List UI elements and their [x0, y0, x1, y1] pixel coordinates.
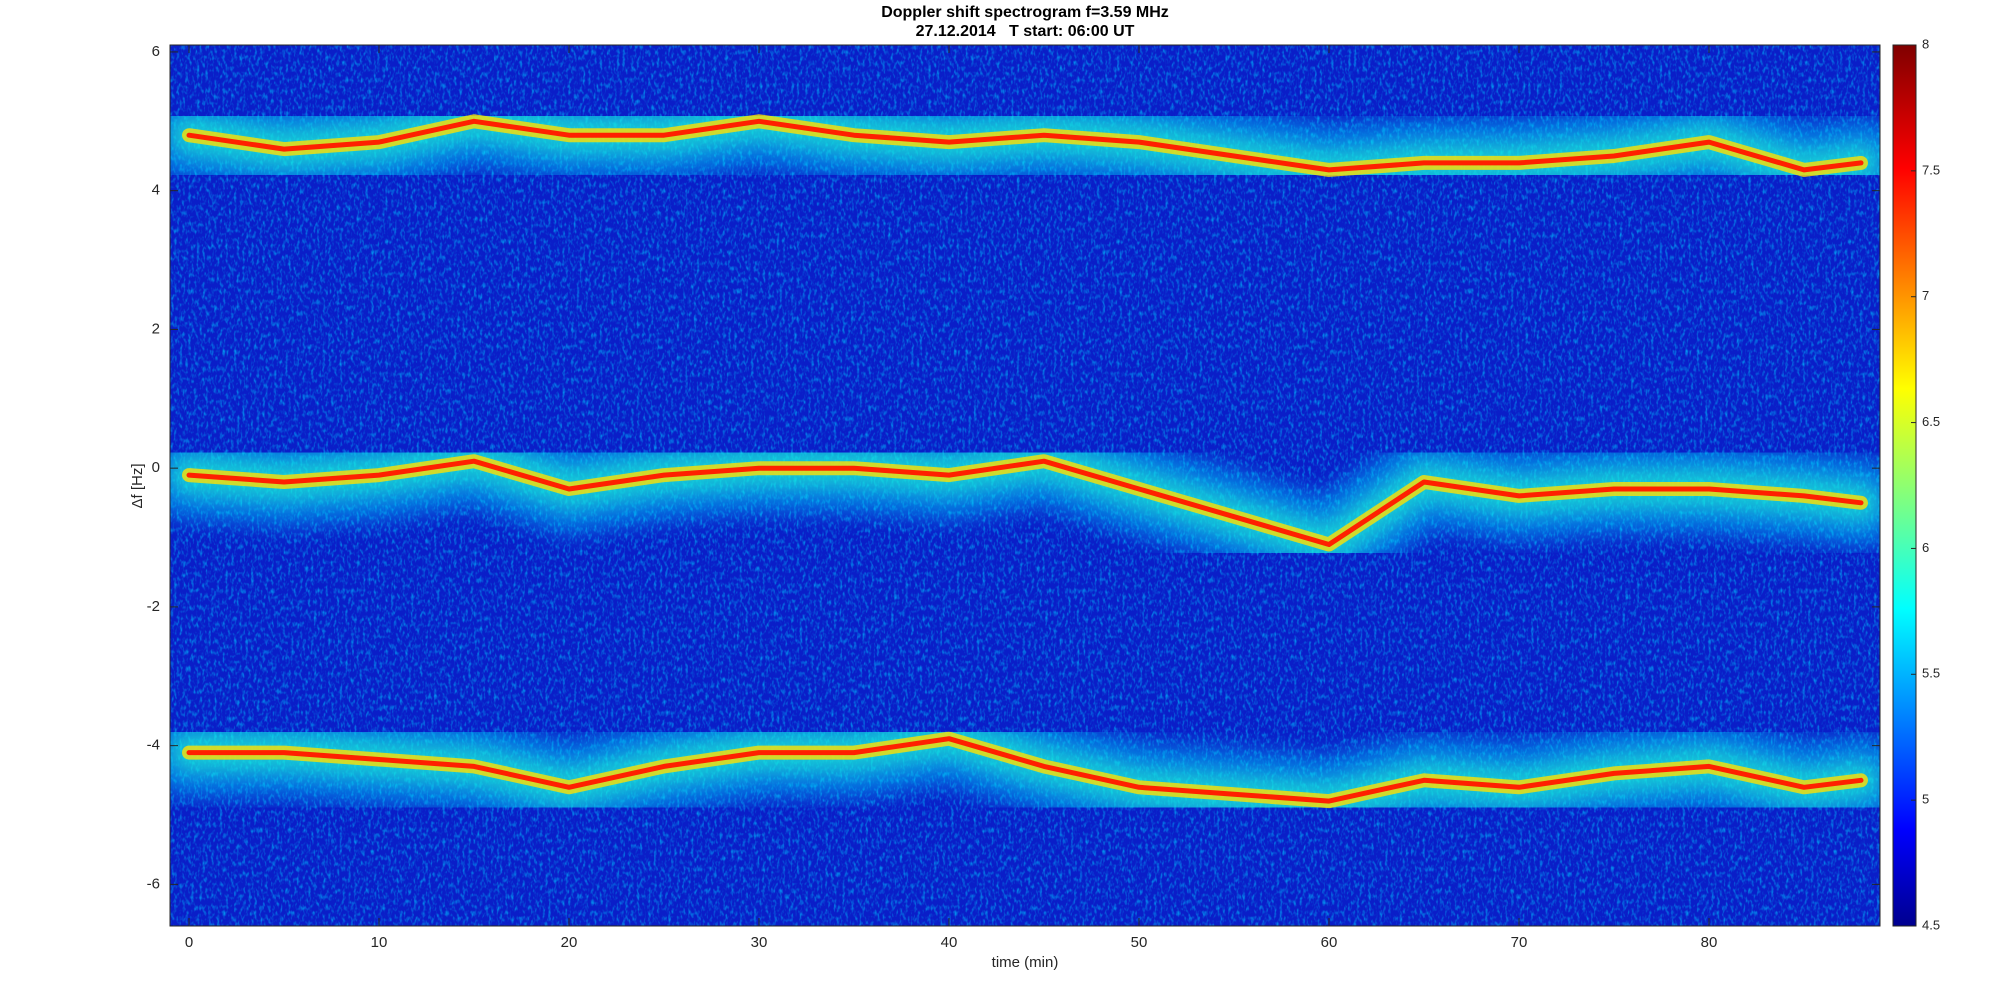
plot-frame — [169, 44, 1881, 927]
y-tick-label: 6 — [152, 43, 160, 60]
x-tick-label: 80 — [1701, 934, 1718, 951]
colorbar-tick-label: 5.5 — [1922, 666, 1940, 681]
x-tick-label: 70 — [1511, 934, 1528, 951]
colorbar — [1892, 44, 1917, 927]
colorbar-tick-label: 5 — [1922, 792, 1929, 807]
chart-subtitle: 27.12.2014 T start: 06:00 UT — [916, 23, 1135, 40]
colorbar-tick-label: 6.5 — [1922, 414, 1940, 429]
colorbar-tick-label: 6 — [1922, 540, 1929, 555]
y-tick-label: 0 — [152, 459, 160, 476]
colorbar-tick-label: 4.5 — [1922, 917, 1940, 932]
trace — [186, 458, 1864, 547]
y-axis-label: Δf [Hz] — [129, 463, 146, 508]
trace — [186, 736, 1864, 804]
x-tick-label: 10 — [371, 934, 388, 951]
y-tick-label: 2 — [152, 320, 160, 337]
x-tick-label: 20 — [561, 934, 578, 951]
traces — [170, 76, 1880, 847]
y-tick-label: -2 — [147, 598, 160, 615]
x-axis-label: time (min) — [992, 954, 1059, 971]
x-tick-label: 0 — [185, 934, 193, 951]
y-tick-label: 4 — [152, 182, 160, 199]
x-tick-label: 40 — [941, 934, 958, 951]
y-tick-label: -6 — [147, 875, 160, 892]
trace — [186, 118, 1864, 173]
chart-title: Doppler shift spectrogram f=3.59 MHz — [881, 4, 1169, 21]
colorbar-tick-label: 7 — [1922, 288, 1929, 303]
x-tick-label: 50 — [1131, 934, 1148, 951]
y-tick-label: -4 — [147, 737, 160, 754]
colorbar-tick-label: 7.5 — [1922, 162, 1940, 177]
x-tick-label: 30 — [751, 934, 768, 951]
x-tick-label: 60 — [1321, 934, 1338, 951]
colorbar-tick-label: 8 — [1922, 36, 1929, 51]
